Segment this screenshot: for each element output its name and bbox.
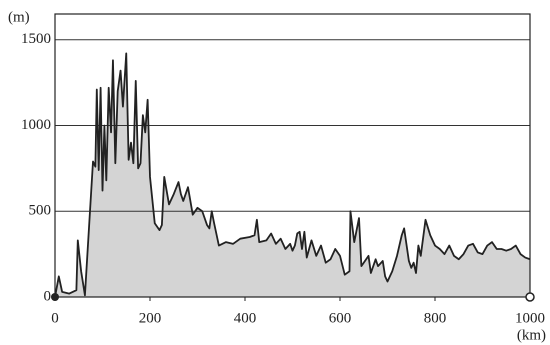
y-tick-label: 1000 xyxy=(21,117,51,133)
x-tick-label: 0 xyxy=(51,310,59,326)
y-tick-label: 0 xyxy=(44,288,52,304)
x-axis-label: (km) xyxy=(517,327,546,343)
y-tick-label: 500 xyxy=(29,203,52,219)
plot-frame xyxy=(54,13,531,298)
x-tick-label: 200 xyxy=(139,310,162,326)
area-fill xyxy=(55,53,530,298)
x-tick-label: 400 xyxy=(234,310,257,326)
profile-line xyxy=(54,52,531,298)
start-point xyxy=(51,293,59,301)
x-tick-label: 800 xyxy=(424,310,447,326)
x-tick-label: 1000 xyxy=(515,310,545,326)
x-tick-label: 600 xyxy=(329,310,352,326)
end-point xyxy=(525,292,535,302)
y-axis-label: (m) xyxy=(8,9,30,25)
y-tick-label: 1500 xyxy=(21,31,51,47)
